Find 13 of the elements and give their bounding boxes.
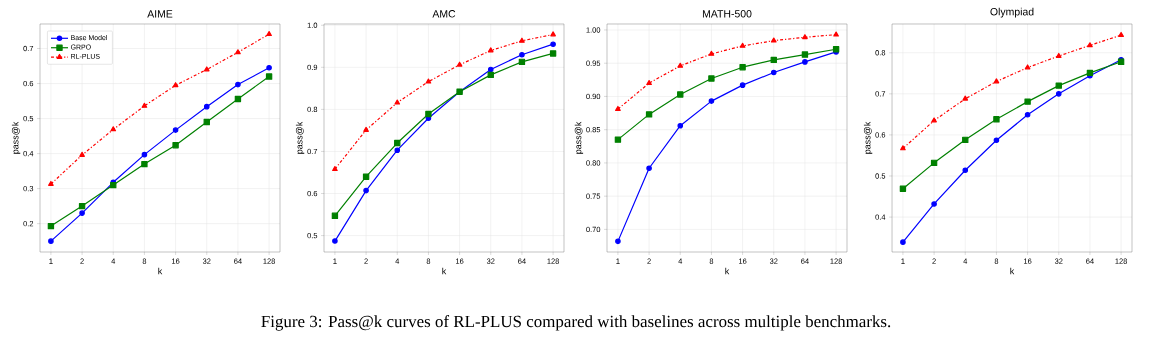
y-axis-title: pass@k	[295, 121, 305, 154]
chart-title: AMC	[432, 10, 456, 18]
chart-title: AIME	[147, 10, 173, 18]
chart-title: MATH-500	[702, 10, 752, 18]
x-axis-title: k	[725, 267, 730, 275]
x-axis-title: k	[158, 267, 163, 275]
x-axis-title: k	[1010, 267, 1015, 275]
y-axis-title: pass@k	[11, 121, 21, 154]
x-axis-title: k	[442, 267, 447, 275]
y-axis-title: pass@k	[574, 121, 584, 154]
chart-title: Olympiad	[990, 7, 1034, 18]
caption: Figure 3: Pass@k curves of RL-PLUS compared with baselines across multiple benchmarks.	[261, 315, 891, 331]
y-axis-title: pass@k	[863, 121, 873, 154]
